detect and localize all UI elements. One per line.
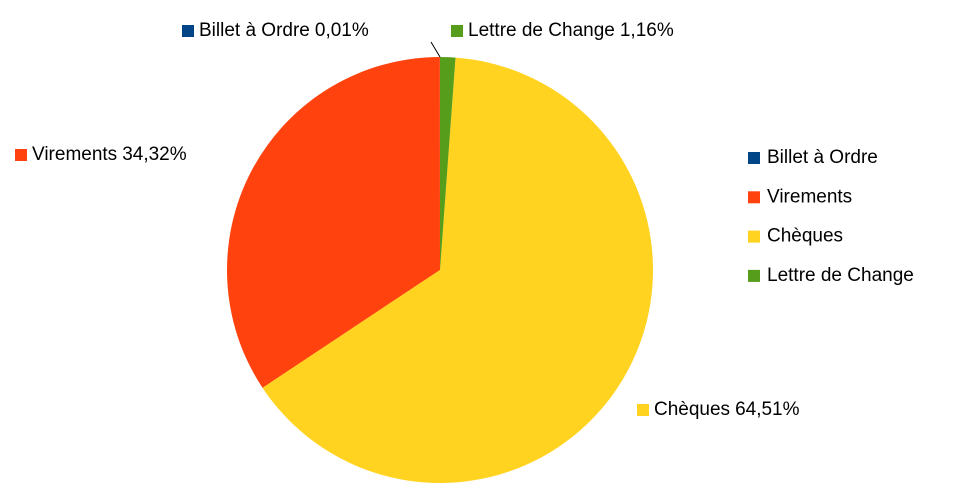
data-label: Chèques 64,51% bbox=[654, 399, 800, 420]
legend-label: Virements bbox=[767, 186, 852, 207]
label-category: Lettre de Change bbox=[468, 20, 615, 41]
label-value: 34,32% bbox=[122, 144, 187, 165]
label-swatch bbox=[637, 404, 649, 416]
legend-label: Chèques bbox=[767, 226, 843, 247]
label-swatch bbox=[15, 149, 27, 161]
legend-label: Lettre de Change bbox=[767, 265, 914, 286]
label-value: 1,16% bbox=[620, 20, 674, 41]
leader-line bbox=[430, 41, 441, 58]
legend-swatch bbox=[748, 152, 760, 164]
legend-label: Billet à Ordre bbox=[767, 147, 878, 168]
legend-swatch bbox=[748, 191, 760, 204]
label-value: 0,01% bbox=[315, 20, 369, 41]
legend-swatch bbox=[748, 269, 760, 282]
data-label: Billet à Ordre 0,01% bbox=[199, 20, 369, 41]
pie-slice bbox=[226, 57, 440, 388]
label-swatch bbox=[451, 25, 463, 37]
pie-slice bbox=[440, 57, 456, 270]
legend-swatch bbox=[748, 230, 760, 243]
label-category: Chèques bbox=[654, 399, 730, 420]
data-label: Virements 34,32% bbox=[32, 144, 187, 165]
label-swatch bbox=[182, 25, 194, 37]
data-label: Lettre de Change 1,16% bbox=[468, 20, 674, 41]
label-category: Virements bbox=[32, 144, 117, 165]
pie-slice bbox=[262, 57, 654, 484]
label-category: Billet à Ordre bbox=[199, 20, 310, 41]
label-value: 64,51% bbox=[735, 399, 800, 420]
